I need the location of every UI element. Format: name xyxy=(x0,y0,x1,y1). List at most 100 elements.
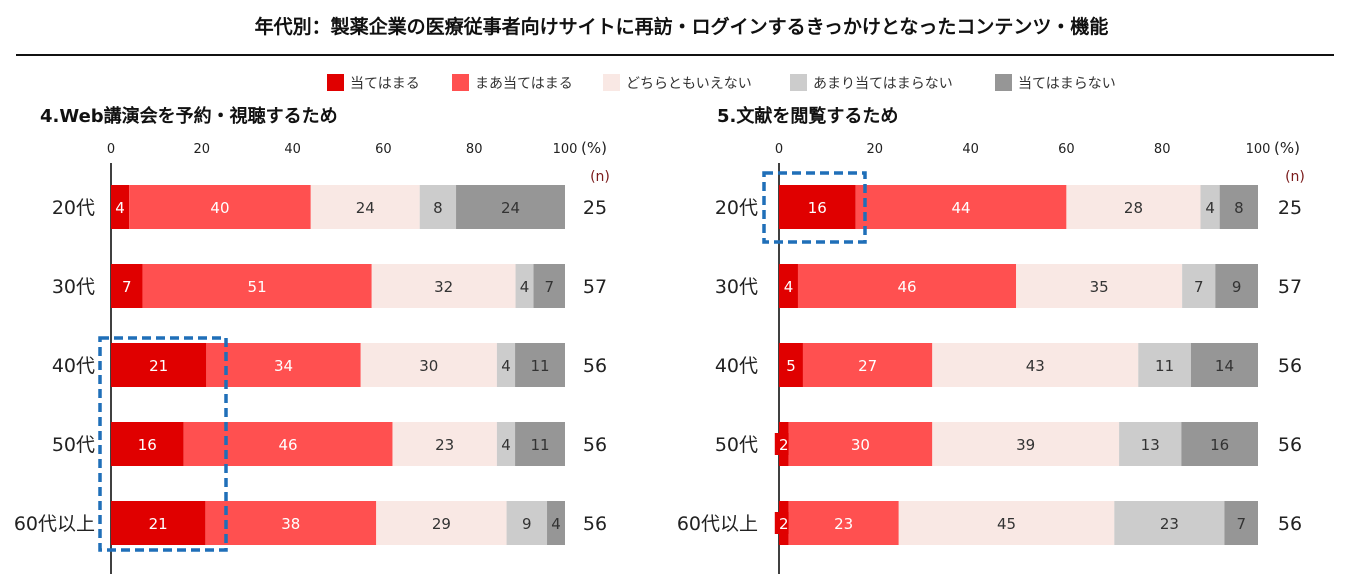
data-label: 8 xyxy=(433,199,443,217)
x-tick-label: 60 xyxy=(375,142,392,157)
n-value: 25 xyxy=(583,197,607,219)
data-label: 21 xyxy=(149,515,168,533)
data-label: 9 xyxy=(522,515,532,533)
bar-segment xyxy=(788,422,933,466)
data-label: 23 xyxy=(1160,515,1179,533)
legend-swatch xyxy=(790,74,807,91)
bar-segment xyxy=(360,343,497,387)
data-label: 30 xyxy=(419,357,438,375)
data-label: 28 xyxy=(1124,199,1143,217)
bar-segment xyxy=(1200,185,1220,229)
n-value: 56 xyxy=(583,434,607,456)
data-label: 34 xyxy=(274,357,293,375)
bar-segment xyxy=(506,501,548,545)
bar-segment xyxy=(1181,422,1258,466)
data-label: 35 xyxy=(1090,278,1109,296)
bar-segment xyxy=(496,422,516,466)
n-value: 56 xyxy=(583,355,607,377)
data-label: 2 xyxy=(779,436,789,454)
data-label: 4 xyxy=(520,278,530,296)
data-label: 45 xyxy=(997,515,1016,533)
data-label: 30 xyxy=(851,436,870,454)
bar-segment xyxy=(392,422,497,466)
data-label: 38 xyxy=(281,515,300,533)
data-label: 16 xyxy=(1210,436,1229,454)
bar-segment xyxy=(111,264,143,308)
bar-segment xyxy=(496,343,516,387)
bar-segment xyxy=(515,264,534,308)
bar-segment xyxy=(515,422,565,466)
panel-title: 5.文献を閲覧するため xyxy=(717,105,898,127)
category-label: 20代 xyxy=(52,197,95,219)
n-header: (n) xyxy=(590,169,610,185)
x-tick-label: 60 xyxy=(1058,142,1075,157)
bar-segment xyxy=(376,501,507,545)
data-label: 13 xyxy=(1141,436,1160,454)
data-label: 24 xyxy=(501,199,520,217)
bar-segment xyxy=(1066,185,1201,229)
x-tick-label: 20 xyxy=(867,142,884,157)
data-label-box xyxy=(774,433,793,455)
data-label: 29 xyxy=(432,515,451,533)
highlight-box xyxy=(98,336,228,552)
x-tick-label: 40 xyxy=(962,142,979,157)
data-label: 43 xyxy=(1026,357,1045,375)
unit-label: (%) xyxy=(581,139,607,157)
legend-swatch xyxy=(452,74,469,91)
bar-segment xyxy=(205,501,377,545)
legend-swatch xyxy=(603,74,620,91)
data-label: 23 xyxy=(435,436,454,454)
bar-segment xyxy=(111,185,130,229)
bar-segment xyxy=(515,343,565,387)
category-label: 30代 xyxy=(715,276,758,298)
bar-segment xyxy=(1215,264,1258,308)
n-value: 56 xyxy=(1278,355,1302,377)
data-label: 5 xyxy=(786,357,796,375)
bar-segment xyxy=(533,264,565,308)
data-label: 16 xyxy=(808,199,827,217)
bar-segment xyxy=(1119,422,1182,466)
legend-label: まあ当てはまる xyxy=(475,76,573,92)
data-label: 46 xyxy=(279,436,298,454)
data-label: 7 xyxy=(544,278,554,296)
n-value: 57 xyxy=(583,276,607,298)
unit-label: (%) xyxy=(1274,139,1300,157)
bar-segment xyxy=(932,422,1120,466)
category-label: 60代以上 xyxy=(677,513,758,535)
x-tick-label: 0 xyxy=(775,142,783,157)
bar-segment xyxy=(419,185,457,229)
category-label: 20代 xyxy=(715,197,758,219)
page-title: 年代別：製薬企業の医療従事者向けサイトに再訪・ログインするきっかけとなったコンテ… xyxy=(254,16,1109,38)
data-label: 23 xyxy=(834,515,853,533)
n-value: 25 xyxy=(1278,197,1302,219)
data-label: 7 xyxy=(1194,278,1204,296)
bar-segment xyxy=(111,501,206,545)
bar-segment xyxy=(855,185,1067,229)
bar-segment xyxy=(797,264,1017,308)
data-label: 4 xyxy=(784,278,794,296)
legend-label: 当てはまらない xyxy=(1018,76,1116,92)
data-label: 7 xyxy=(1236,515,1246,533)
x-tick-label: 40 xyxy=(284,142,301,157)
legend-label: 当てはまる xyxy=(350,76,420,92)
highlight-box xyxy=(762,171,867,244)
n-value: 57 xyxy=(1278,276,1302,298)
category-label: 50代 xyxy=(715,434,758,456)
data-label: 16 xyxy=(138,436,157,454)
data-label: 7 xyxy=(122,278,132,296)
title-rule xyxy=(16,54,1334,56)
bar-segment xyxy=(1016,264,1183,308)
x-tick-label: 0 xyxy=(107,142,115,157)
data-label: 11 xyxy=(1155,357,1174,375)
bar-segment xyxy=(1114,501,1225,545)
bar-segment xyxy=(1219,185,1258,229)
category-label: 50代 xyxy=(52,434,95,456)
data-label: 9 xyxy=(1232,278,1242,296)
legend-swatch xyxy=(327,74,344,91)
legend-label: どちらともいえない xyxy=(626,76,752,92)
panel-title: 4.Web講演会を予約・視聴するため xyxy=(40,105,338,127)
data-label: 4 xyxy=(501,436,511,454)
bar-segment xyxy=(547,501,565,545)
